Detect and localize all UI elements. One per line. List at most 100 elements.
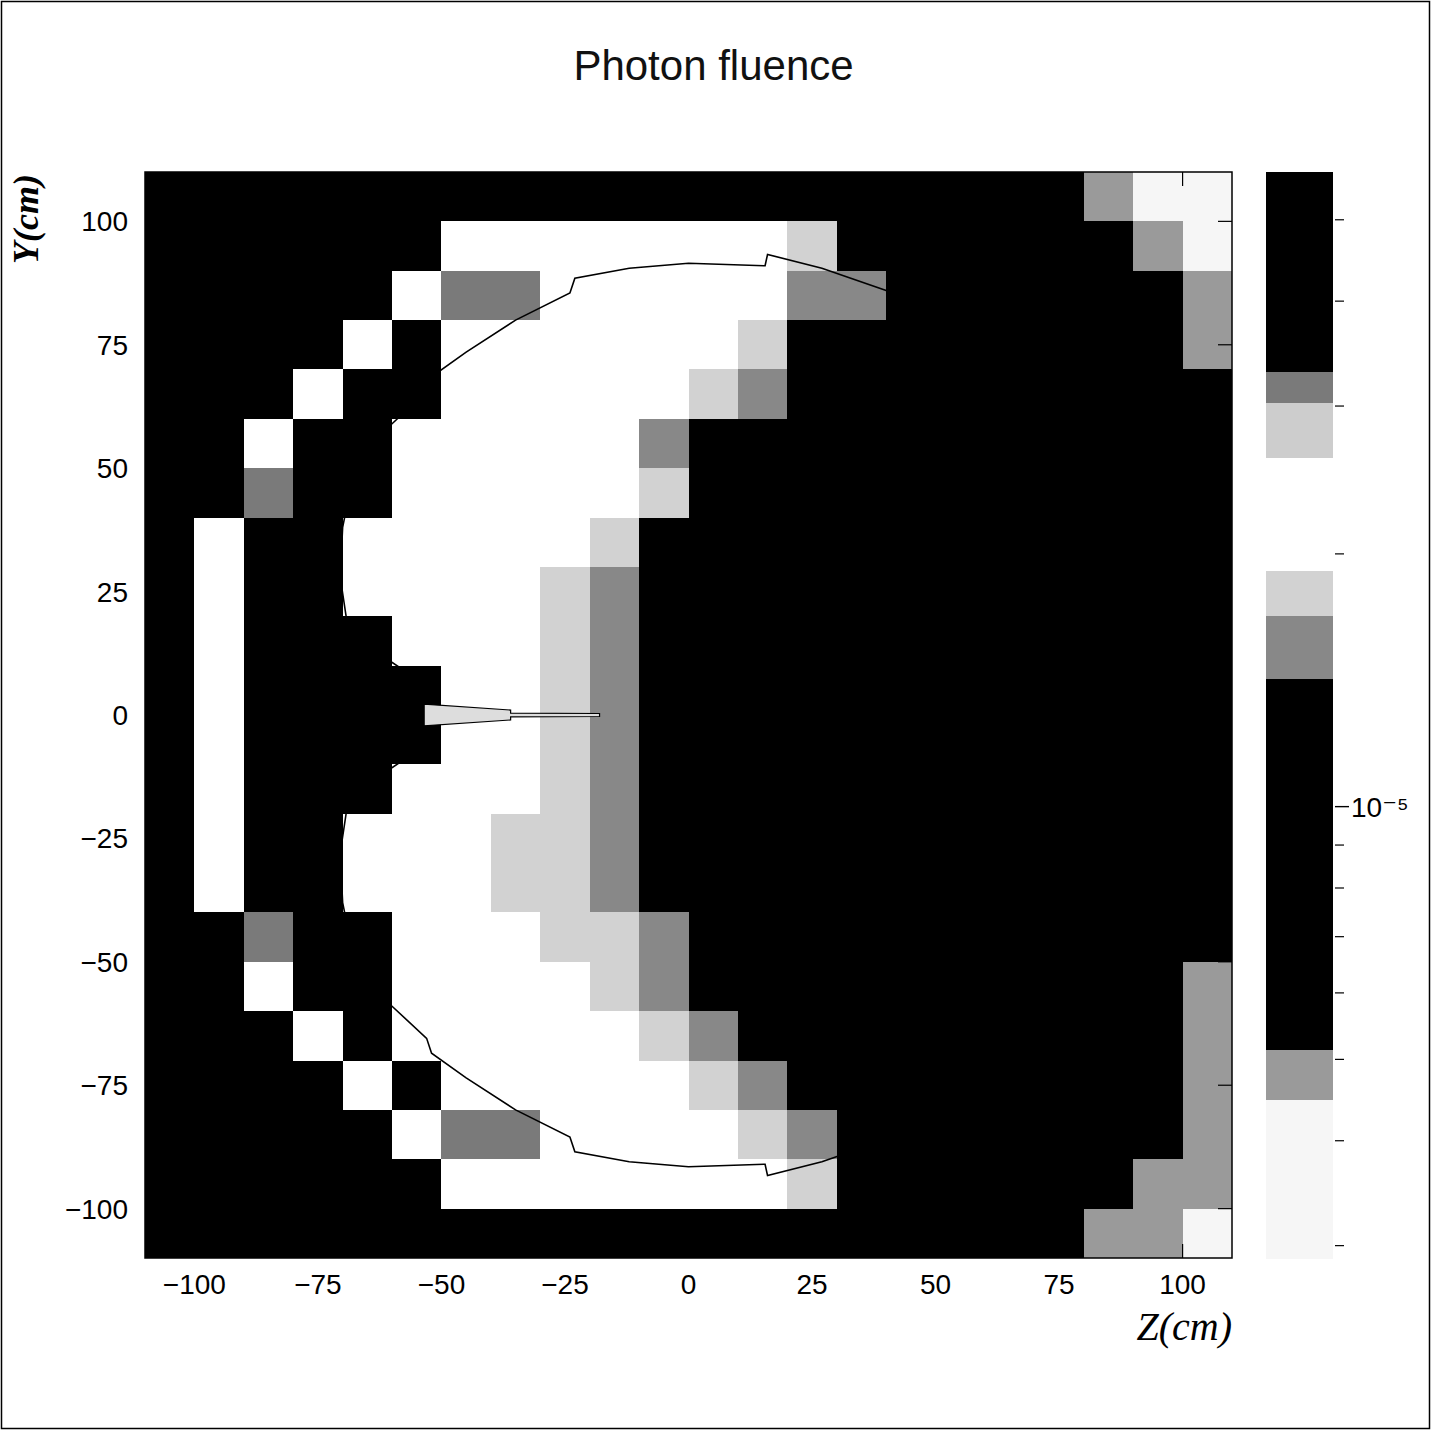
heatmap-cell bbox=[985, 320, 1035, 370]
colorbar-swatch bbox=[1266, 457, 1333, 462]
heatmap-cell bbox=[343, 369, 393, 419]
heatmap-cell bbox=[540, 814, 590, 864]
heatmap-cell bbox=[837, 567, 887, 617]
colorbar-swatch bbox=[1266, 996, 1333, 1001]
colorbar-swatch bbox=[1266, 815, 1333, 820]
y-tick-right bbox=[1218, 344, 1232, 345]
heatmap-cell bbox=[1084, 419, 1134, 469]
heatmap-cell bbox=[491, 715, 541, 765]
heatmap-cell bbox=[1183, 715, 1232, 765]
heatmap-cell bbox=[441, 1061, 491, 1111]
heatmap-cell bbox=[689, 419, 739, 469]
heatmap-cell bbox=[738, 369, 788, 419]
colorbar-swatch bbox=[1266, 507, 1333, 512]
heatmap-cell bbox=[244, 320, 294, 370]
colorbar-swatch bbox=[1266, 801, 1333, 806]
heatmap-cell bbox=[145, 1061, 195, 1111]
heatmap-cell bbox=[392, 567, 442, 617]
heatmap-cell bbox=[145, 814, 195, 864]
heatmap-cell bbox=[985, 912, 1035, 962]
heatmap-cell bbox=[936, 814, 986, 864]
colorbar-swatch bbox=[1266, 697, 1333, 702]
colorbar-swatch bbox=[1266, 1177, 1333, 1182]
colorbar-swatch bbox=[1266, 738, 1333, 743]
heatmap-cell bbox=[1133, 221, 1183, 271]
heatmap-cell bbox=[293, 814, 343, 864]
heatmap-cell bbox=[145, 1110, 195, 1160]
colorbar-swatch bbox=[1266, 502, 1333, 507]
heatmap-cell bbox=[590, 468, 640, 518]
heatmap-cell bbox=[194, 567, 244, 617]
heatmap-cell bbox=[145, 468, 195, 518]
chart-title: Photon fluence bbox=[573, 42, 853, 89]
heatmap-cell bbox=[293, 468, 343, 518]
colorbar-swatch bbox=[1266, 403, 1333, 408]
heatmap-cell bbox=[837, 320, 887, 370]
heatmap-cell bbox=[1133, 1110, 1183, 1160]
heatmap-cell bbox=[491, 814, 541, 864]
heatmap-cell bbox=[194, 863, 244, 913]
colorbar-swatch bbox=[1266, 765, 1333, 770]
heatmap-cell bbox=[343, 468, 393, 518]
heatmap-cell bbox=[194, 468, 244, 518]
colorbar-swatch bbox=[1266, 756, 1333, 761]
heatmap-cell bbox=[293, 567, 343, 617]
heatmap-cell bbox=[1084, 468, 1134, 518]
y-axis-title: Y(cm) bbox=[6, 174, 46, 264]
colorbar-swatch bbox=[1266, 1054, 1333, 1059]
colorbar-swatch bbox=[1266, 602, 1333, 607]
heatmap-cell bbox=[194, 1159, 244, 1209]
heatmap-cell bbox=[1034, 715, 1084, 765]
heatmap-cell bbox=[1034, 419, 1084, 469]
colorbar-swatch bbox=[1266, 824, 1333, 829]
heatmap-cell bbox=[837, 271, 887, 321]
heatmap-cell bbox=[343, 616, 393, 666]
heatmap-cell bbox=[787, 1159, 837, 1209]
x-tick-top bbox=[194, 172, 195, 186]
heatmap-cell bbox=[441, 468, 491, 518]
heatmap-cell bbox=[194, 912, 244, 962]
heatmap-cell bbox=[1034, 666, 1084, 716]
colorbar-swatch bbox=[1266, 1118, 1333, 1123]
heatmap-cell bbox=[1084, 1209, 1134, 1258]
heatmap-cell bbox=[392, 1061, 442, 1111]
x-tick-top bbox=[317, 172, 318, 186]
heatmap-cell bbox=[293, 518, 343, 568]
heatmap-cell bbox=[886, 715, 936, 765]
colorbar-swatch bbox=[1266, 652, 1333, 657]
heatmap-cell bbox=[689, 666, 739, 716]
heatmap-cell bbox=[293, 666, 343, 716]
heatmap-cell bbox=[145, 616, 195, 666]
heatmap-cell bbox=[1183, 271, 1232, 321]
heatmap-cell bbox=[145, 962, 195, 1012]
heatmap-cell bbox=[639, 1011, 689, 1061]
colorbar-swatch bbox=[1266, 1172, 1333, 1177]
heatmap-cell bbox=[787, 468, 837, 518]
heatmap-cell bbox=[343, 172, 393, 222]
y-tick-right bbox=[1218, 221, 1232, 222]
colorbar-swatch bbox=[1266, 982, 1333, 987]
colorbar-swatch bbox=[1266, 466, 1333, 471]
colorbar-swatch bbox=[1266, 855, 1333, 860]
colorbar-swatch bbox=[1266, 1014, 1333, 1019]
heatmap-cell bbox=[145, 419, 195, 469]
heatmap-cell bbox=[886, 863, 936, 913]
heatmap-cell bbox=[293, 616, 343, 666]
heatmap-cell bbox=[1084, 369, 1134, 419]
heatmap-cell bbox=[244, 369, 294, 419]
heatmap-cell bbox=[392, 814, 442, 864]
heatmap-cell bbox=[343, 1011, 393, 1061]
colorbar-swatch bbox=[1266, 946, 1333, 951]
colorbar-swatch bbox=[1266, 484, 1333, 489]
y-tick bbox=[145, 961, 159, 962]
heatmap-cell bbox=[639, 172, 689, 222]
colorbar-swatch bbox=[1266, 625, 1333, 630]
heatmap-cell bbox=[293, 320, 343, 370]
x-tick-top bbox=[1058, 172, 1059, 186]
heatmap-cell bbox=[441, 863, 491, 913]
heatmap-cell bbox=[441, 912, 491, 962]
colorbar-minor-tick bbox=[1335, 1059, 1344, 1060]
heatmap-cell bbox=[145, 764, 195, 814]
heatmap-cell bbox=[787, 518, 837, 568]
colorbar-swatch bbox=[1266, 439, 1333, 444]
